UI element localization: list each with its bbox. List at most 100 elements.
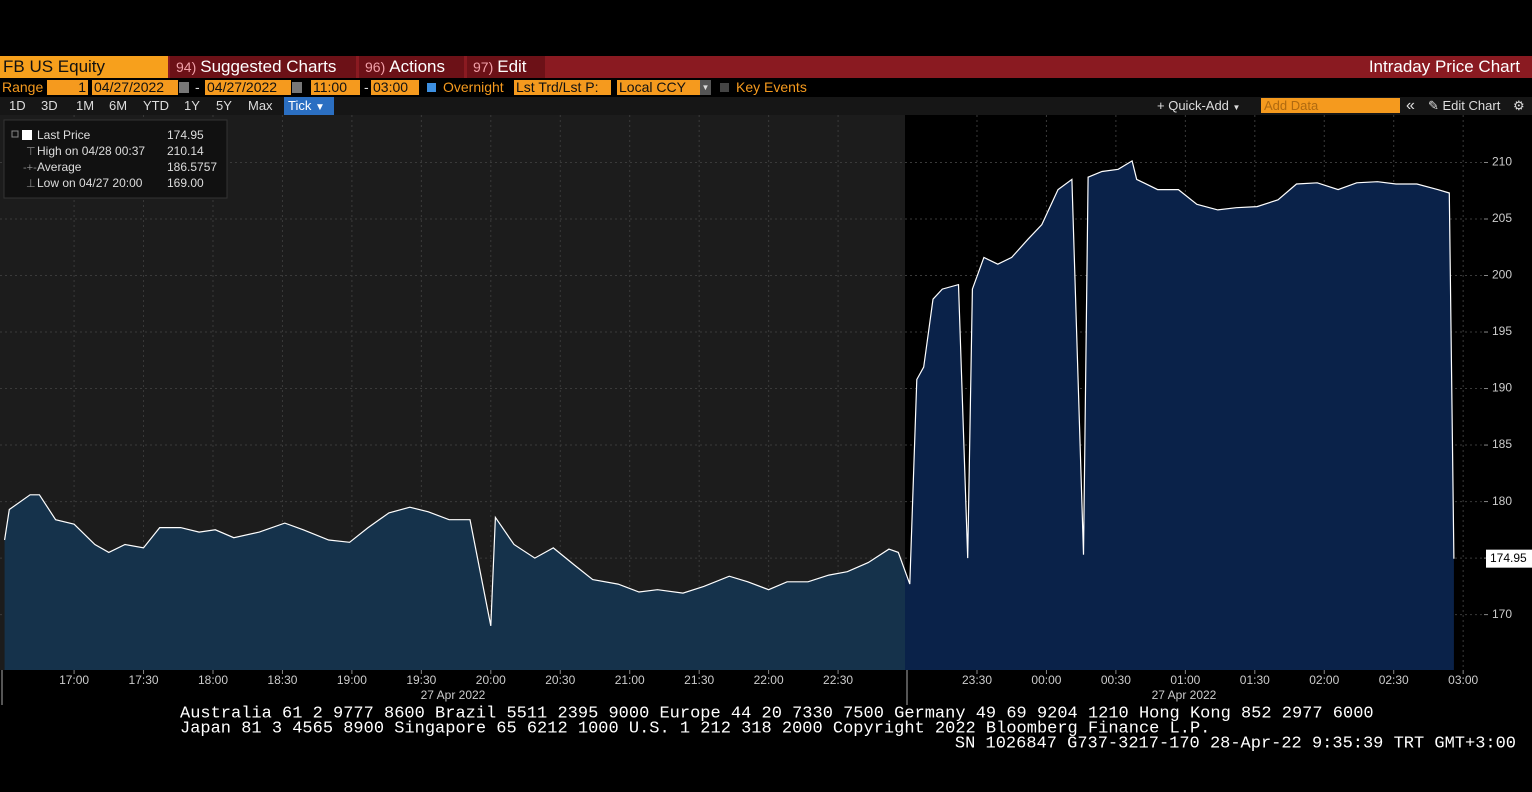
add-data-placeholder: Add Data [1264, 98, 1319, 113]
menu-number: 96) [365, 59, 386, 75]
dropdown-icon[interactable]: ▼ [700, 80, 711, 95]
start-time-field[interactable]: 11:00 [311, 80, 360, 95]
x-tick-label: 01:00 [1170, 673, 1200, 687]
legend-label: Low on 04/27 20:00 [37, 176, 143, 190]
x-tick-label: 02:30 [1379, 673, 1409, 687]
y-tick-label: 195 [1492, 324, 1512, 338]
last-price-label: 174.95 [1490, 551, 1527, 565]
quick-add[interactable]: + Quick-Add ▼ [1157, 98, 1241, 113]
overnight-label: Overnight [443, 79, 504, 95]
legend-icon: ⊥ [26, 178, 36, 190]
legend-value: 186.5757 [167, 160, 217, 174]
menu-label: Edit [497, 57, 527, 76]
legend-icon: -+- [23, 162, 37, 174]
x-tick-label: 01:30 [1240, 673, 1270, 687]
x-tick-label: 18:30 [267, 673, 297, 687]
function-title: Intraday Price Chart [1368, 57, 1520, 76]
collapse-icon[interactable]: « [1406, 97, 1415, 114]
x-tick-label: 20:30 [545, 673, 575, 687]
y-tick-label: 185 [1492, 437, 1512, 451]
x-tick-label: 19:00 [337, 673, 367, 687]
y-tick-label: 170 [1492, 607, 1512, 621]
period-tab[interactable]: 6M [109, 98, 128, 113]
add-data-field[interactable]: Add Data [1261, 98, 1400, 113]
period-tab[interactable]: YTD [143, 98, 169, 113]
menu-label: Suggested Charts [200, 57, 337, 76]
y-tick-label: 200 [1492, 268, 1512, 282]
x-tick-label: 19:30 [406, 673, 436, 687]
footer-line: SN 1026847 G737-3217-170 28-Apr-22 9:35:… [955, 734, 1516, 753]
period-tab[interactable]: 1D [9, 98, 26, 113]
price-line [4, 159, 1455, 627]
legend-icon: ⊤ [26, 146, 36, 158]
quick-add-label: Quick-Add [1168, 98, 1229, 113]
legend-value: 169.00 [167, 176, 204, 190]
y-tick-label: 210 [1492, 155, 1512, 169]
edit-chart-label: Edit Chart [1442, 98, 1501, 113]
menu[interactable]: 97)Edit ▼ [467, 56, 545, 97]
edit-chart[interactable]: ✎ Edit Chart [1428, 98, 1501, 113]
x-tick-label: 17:30 [129, 673, 159, 687]
legend-value: 210.14 [167, 144, 204, 158]
start-date-field[interactable]: 04/27/2022 [92, 80, 178, 95]
period-tab[interactable]: 5Y [216, 98, 232, 113]
end-time-field[interactable]: 03:00 [371, 80, 419, 95]
end-date-field[interactable]: 04/27/2022 [205, 80, 291, 95]
legend-label: High on 04/28 00:37 [37, 144, 145, 158]
footer: Australia 61 2 9777 8600 Brazil 5511 239… [180, 704, 1516, 753]
period-tab[interactable]: Max [248, 98, 273, 113]
y-tick-label: 180 [1492, 494, 1512, 508]
separator: - [364, 79, 369, 95]
legend-label: Last Price [37, 128, 91, 142]
x-tick-label: 23:30 [962, 673, 992, 687]
date-label: 27 Apr 2022 [421, 688, 486, 702]
period-tab[interactable]: 3D [41, 98, 58, 113]
x-tick-label: 21:30 [684, 673, 714, 687]
key-events-label: Key Events [736, 79, 807, 95]
x-tick-label: 18:00 [198, 673, 228, 687]
security-field[interactable]: FB US Equity [0, 56, 168, 78]
price-area [4, 160, 1454, 670]
period-field[interactable]: 1 [47, 80, 88, 95]
menu-label: Actions [389, 57, 445, 76]
title-bar: FB US Equity 94)Suggested Charts ▼ 96)Ac… [0, 56, 1532, 97]
period-tab[interactable]: 1M [76, 98, 95, 113]
x-tick-label: 17:00 [59, 673, 89, 687]
date-label: 27 Apr 2022 [1152, 688, 1217, 702]
footer-line: Japan 81 3 4565 8900 Singapore 65 6212 1… [180, 719, 1210, 738]
footer-line: Australia 61 2 9777 8600 Brazil 5511 239… [180, 704, 1374, 723]
period-tab[interactable]: 1Y [184, 98, 200, 113]
separator: - [195, 79, 200, 95]
price-type-field[interactable]: Lst Trd/Lst P: [514, 80, 611, 95]
legend-box [3, 119, 228, 199]
calendar-icon[interactable] [292, 82, 302, 93]
legend-label: Average [37, 160, 82, 174]
currency-field[interactable]: Local CCY [617, 80, 700, 95]
x-tick-label: 00:00 [1031, 673, 1061, 687]
x-tick-label: 21:00 [615, 673, 645, 687]
menu-number: 97) [473, 59, 494, 75]
range-bar: Range 1 04/27/2022 - 04/27/2022 11:00 - … [0, 78, 1532, 97]
last-price-marker [1486, 549, 1532, 568]
x-tick-label: 22:00 [754, 673, 784, 687]
settings-icon[interactable]: ⚙ [1513, 98, 1525, 113]
y-tick-label: 190 [1492, 381, 1512, 395]
tab-bar: 1D 3D 1M 6M YTD 1Y 5Y Max Tick ▼ + Quick-Add ▼ A… [0, 97, 1532, 115]
x-tick-label: 22:30 [823, 673, 853, 687]
x-tick-label: 02:00 [1309, 673, 1339, 687]
checkbox[interactable] [720, 83, 729, 92]
x-tick-label: 20:00 [476, 673, 506, 687]
x-tick-label: 00:30 [1101, 673, 1131, 687]
legend-value: 174.95 [167, 128, 204, 142]
period-tab[interactable]: Tick ▼ [284, 97, 334, 115]
menu[interactable]: 96)Actions ▼ [359, 56, 464, 97]
range-label: Range [2, 79, 44, 95]
legend-swatch [22, 130, 32, 140]
calendar-icon[interactable] [179, 82, 189, 93]
menu-number: 94) [176, 59, 197, 75]
x-tick-label: 03:00 [1448, 673, 1478, 687]
checkbox[interactable] [427, 83, 436, 92]
legend: ⊤ -+- ⊥ Last Price 174.95 High on 04/28 00… [3, 119, 228, 199]
